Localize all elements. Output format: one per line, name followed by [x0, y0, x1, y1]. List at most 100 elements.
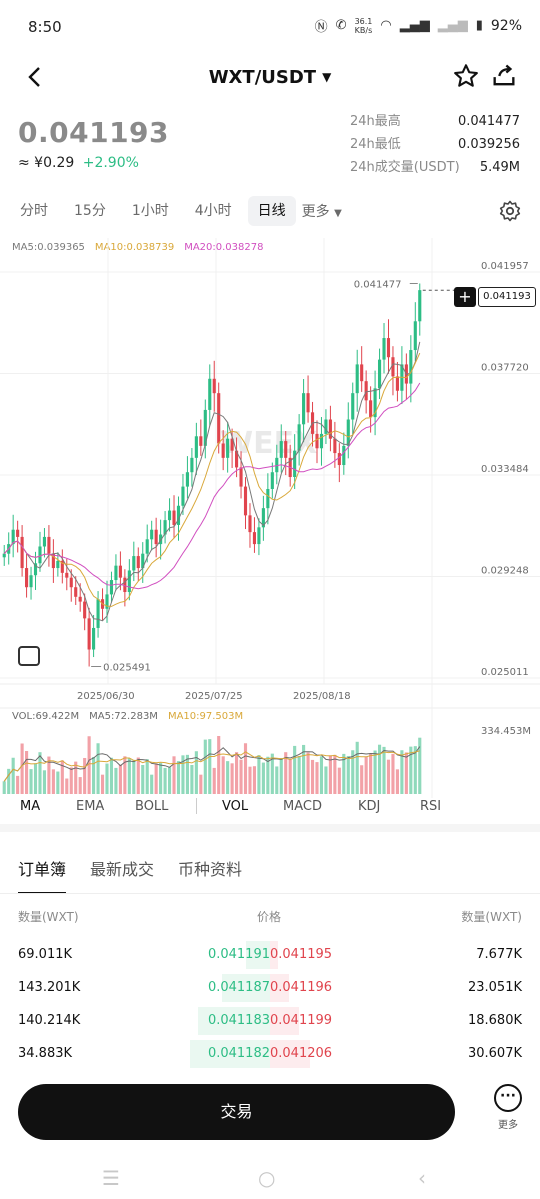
indicator-ema[interactable]: EMA [76, 799, 105, 814]
candle-body [185, 472, 189, 487]
pair-selector[interactable]: WXT/USDT ▼ [0, 67, 540, 88]
bid-depth-bar [190, 1040, 270, 1068]
indicator-boll[interactable]: BOLL [135, 799, 169, 814]
indicator-rsi[interactable]: RSI [420, 799, 442, 814]
volume-bar [328, 755, 332, 794]
home-icon[interactable]: ○ [258, 1166, 276, 1190]
recent-apps-icon[interactable]: ☰ [102, 1166, 120, 1190]
favorite-button[interactable] [452, 62, 480, 94]
candle-body [65, 572, 69, 578]
ma10-value: MA10:0.038739 [94, 242, 175, 253]
tab-more[interactable]: 更多 ▼ [301, 204, 342, 220]
trade-button[interactable]: 交易 [18, 1084, 455, 1140]
tab-timeline[interactable]: 分时 [20, 203, 48, 219]
candle-body [261, 508, 265, 528]
volume-bar [333, 754, 337, 794]
chart-settings-button[interactable] [498, 199, 522, 227]
volume-bar [25, 750, 29, 794]
volume-bar [373, 750, 377, 794]
top-header: WXT/USDT ▼ [0, 56, 540, 100]
candle-body [212, 378, 216, 394]
pair-name: WXT/USDT [208, 67, 317, 88]
last-price: 0.041193 [18, 116, 170, 149]
volume-bar [181, 755, 185, 794]
candle-body [230, 438, 234, 451]
header-ask-qty: 数量(WXT) [461, 910, 522, 924]
candle-body [87, 618, 91, 650]
volume-bar [203, 739, 207, 794]
price-chart[interactable]: 0.041957 0.037720 0.033484 0.029248 0.025011… [0, 238, 540, 798]
candle-body [208, 378, 212, 410]
orderbook-row[interactable]: 140.214K 0.041183 0.041199 18.680K [0, 1005, 540, 1037]
candle-body [96, 599, 100, 628]
volume-bar [185, 754, 189, 794]
ask-price: 0.041206 [270, 1046, 333, 1061]
candle-body [302, 393, 306, 425]
candle-body [243, 486, 248, 516]
tab-1d[interactable]: 日线 [247, 196, 296, 226]
candle-body [248, 515, 252, 533]
candle-body [56, 560, 60, 569]
candle-body [123, 577, 127, 593]
ma5-value: MA5:0.039365 [12, 242, 85, 253]
tab-latest-trades[interactable]: 最新成交 [90, 860, 155, 879]
orderbook-row[interactable]: 34.883K 0.041182 0.041206 30.607K [0, 1038, 540, 1070]
candle-body [176, 505, 181, 525]
candle-body [2, 553, 6, 558]
volume-bar [172, 756, 176, 794]
stat-volume: 24h成交量(USDT) 5.49M [350, 160, 520, 175]
candle-body [333, 438, 337, 454]
share-button[interactable] [490, 62, 518, 94]
back-button[interactable] [24, 64, 46, 95]
ask-depth-bar [270, 974, 289, 1002]
more-button[interactable]: ··· 更多 [488, 1084, 528, 1131]
fullscreen-button[interactable] [18, 646, 40, 666]
candle-body [114, 565, 118, 581]
volume-bar [87, 736, 91, 794]
volume-bar [2, 781, 6, 794]
tab-orderbook[interactable]: 订单簿 [18, 856, 67, 894]
volume-bar [65, 778, 69, 794]
volume-bar [96, 743, 100, 794]
indicator-ma[interactable]: MA [20, 799, 41, 814]
candle-body [297, 424, 301, 451]
tab-4h[interactable]: 4小时 [194, 203, 232, 219]
volume-bar [360, 765, 364, 794]
net-speed: 36.1 KB/s [354, 16, 373, 35]
add-alert-button[interactable]: + [454, 287, 476, 307]
orderbook-row[interactable]: 143.201K 0.041187 0.041196 23.051K [0, 972, 540, 1004]
section-divider [0, 824, 540, 832]
volume-bar [69, 767, 73, 794]
candle-body [275, 457, 279, 473]
bid-depth-bar [222, 974, 270, 1002]
volume-bar [60, 760, 64, 794]
candle-body [270, 472, 274, 489]
indicator-vol[interactable]: VOL [222, 799, 249, 814]
volume-bar [114, 767, 118, 794]
orderbook-divider [0, 893, 540, 894]
candle-body [145, 539, 149, 554]
indicator-macd[interactable]: MACD [283, 799, 322, 814]
volume-bar [105, 763, 109, 794]
orderbook-row[interactable]: 69.011K 0.041191 0.041195 7.677K [0, 939, 540, 971]
volume-bar [11, 757, 15, 794]
volume-bar [409, 746, 413, 794]
candle-body [279, 441, 283, 458]
volume-bar [20, 743, 24, 794]
candle-body [47, 536, 51, 554]
volume-bar [355, 741, 359, 794]
tab-1h[interactable]: 1小时 [131, 203, 169, 219]
status-time: 8:50 [28, 18, 62, 36]
tab-15m[interactable]: 15分 [74, 203, 106, 219]
tab-coin-info[interactable]: 币种资料 [178, 860, 243, 879]
candle-body [109, 580, 114, 595]
stats-panel: 24h最高 0.041477 24h最低 0.039256 24h成交量(USDT)… [350, 110, 520, 179]
back-nav-icon[interactable]: ‹ [418, 1166, 426, 1190]
stat-high: 24h最高 0.041477 [350, 114, 520, 129]
indicator-kdj[interactable]: KDJ [358, 799, 381, 814]
status-bar: 8:50 Ⓝ ✆ 36.1 KB/s ◠ ▂▄▆ ▂▄▆ ▮ 92% [0, 0, 540, 56]
volume-bar [377, 744, 382, 794]
candle-body [346, 419, 350, 446]
y-tick-label: 0.025011 [481, 667, 529, 678]
candle-body [293, 450, 297, 478]
